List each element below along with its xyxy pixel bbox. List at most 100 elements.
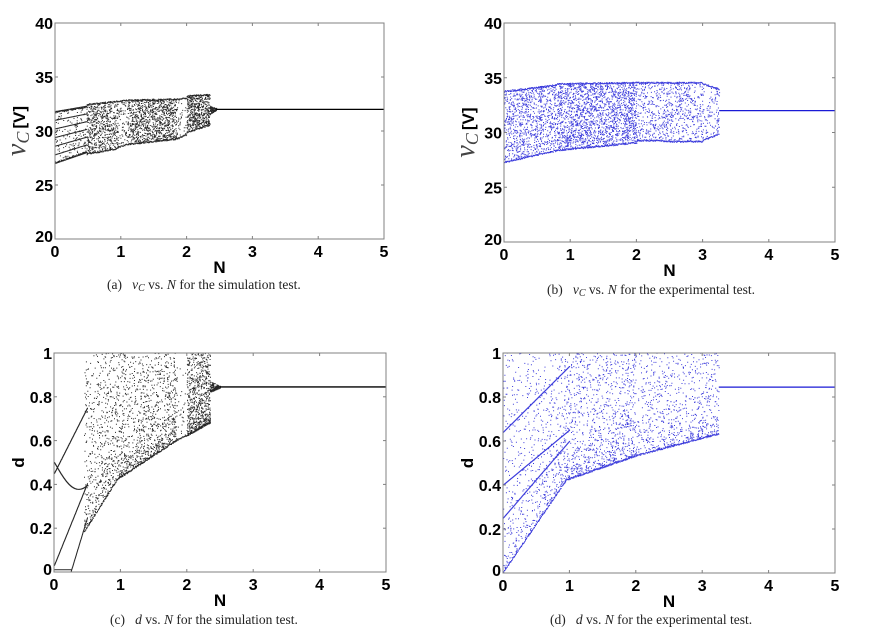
chart-a-xtick-label: 3 bbox=[248, 244, 257, 261]
chart-c-xtick-label: 2 bbox=[182, 577, 191, 594]
chart-b-points bbox=[504, 81, 721, 164]
caption-a-rest: for the simulation test. bbox=[179, 277, 301, 292]
caption-c-var: N bbox=[164, 612, 174, 627]
chart-d-ylabel-symbol: d bbox=[458, 458, 477, 468]
chart-d-ytick-label: 0.8 bbox=[479, 390, 501, 407]
caption-d-symbol: d bbox=[575, 612, 583, 627]
caption-c-rest: for the simulation test. bbox=[176, 612, 298, 627]
chart-a-ytick-label: 30 bbox=[35, 124, 53, 141]
chart-b-scatter-cloud bbox=[504, 81, 721, 164]
caption-b: (b) vC vs. N for the experimental test. bbox=[547, 282, 756, 299]
chart-d-xtick-label: 4 bbox=[764, 578, 773, 595]
caption-c-symbol: d bbox=[135, 612, 142, 627]
caption-d-var: N bbox=[604, 612, 614, 627]
chart-d-ytick-label: 1 bbox=[492, 346, 501, 363]
chart-b-ytick-label: 35 bbox=[484, 71, 502, 88]
chart-a-xtick-label: 2 bbox=[182, 244, 191, 261]
chart-a-ytick-label: 20 bbox=[35, 229, 53, 246]
chart-b-xlabel: N bbox=[663, 261, 675, 280]
chart-b-xtick-label: 4 bbox=[764, 247, 773, 264]
chart-a-ytick-label: 25 bbox=[35, 178, 53, 195]
chart-d-scatter-cloud bbox=[503, 352, 720, 573]
chart-c-ytick-label: 1 bbox=[43, 346, 52, 363]
caption-a-var: N bbox=[166, 277, 176, 292]
chart-b-ylabel-symbol: v bbox=[450, 145, 481, 158]
chart-d-xtick-label: 5 bbox=[831, 578, 840, 595]
chart-c-ytick-label: 0.8 bbox=[30, 390, 52, 407]
chart-c-xtick-label: 3 bbox=[249, 577, 258, 594]
chart-c-ytick-label: 0 bbox=[43, 562, 52, 579]
chart-d-ylabel: d bbox=[458, 458, 477, 468]
caption-c: (c) d vs. N for the simulation test. bbox=[110, 612, 298, 628]
chart-d-ytick-label: 0.2 bbox=[479, 522, 501, 539]
chart-c-ytick-label: 0.2 bbox=[30, 521, 52, 538]
chart-b-ylabel: vC [V] bbox=[450, 107, 482, 157]
caption-d: (d) d vs. N for the experimental test. bbox=[550, 612, 752, 628]
chart-d-axes-frame bbox=[502, 352, 836, 574]
chart-b-svg: 0 1 2 3 4 5 20 25 30 35 40 NvC [V] bbox=[450, 16, 840, 280]
caption-b-vs: vs. bbox=[588, 282, 605, 297]
chart-a-xtick-label: 5 bbox=[380, 244, 389, 261]
chart-d-ytick-label: 0.4 bbox=[479, 478, 501, 495]
chart-b-ytick-label: 20 bbox=[484, 232, 502, 249]
chart-b-ylabel-sub: C bbox=[462, 132, 482, 145]
chart-d-xtick-label: 2 bbox=[631, 578, 640, 595]
chart-c-ytick-label: 0.6 bbox=[30, 434, 52, 451]
chart-b-ytick-label: 40 bbox=[484, 16, 502, 33]
chart-b-xtick-label: 0 bbox=[500, 247, 509, 264]
caption-d-vs: vs. bbox=[586, 612, 602, 627]
chart-c-ytick-label: 0.4 bbox=[30, 477, 52, 494]
caption-a-vs: vs. bbox=[148, 277, 164, 292]
chart-c-xlabel: N bbox=[214, 591, 226, 610]
caption-a: (a) vC vs. N for the simulation test. bbox=[107, 277, 301, 294]
chart-c-ylabel-symbol: d bbox=[9, 457, 28, 467]
chart-d-xtick-label: 1 bbox=[565, 578, 574, 595]
caption-b-rest: for the experimental test. bbox=[620, 282, 756, 297]
chart-d-ytick-label: 0 bbox=[492, 563, 501, 580]
caption-a-symbol: v bbox=[132, 277, 139, 292]
chart-c-ylabel: d bbox=[9, 457, 28, 467]
chart-a-ytick-label: 35 bbox=[35, 70, 53, 87]
chart-a-ytick-label: 40 bbox=[35, 16, 53, 33]
chart-a-xtick-label: 1 bbox=[116, 244, 125, 261]
chart-c-svg: 0 1 2 3 4 5 0 0.2 0.4 0.6 0.8 1 Nd bbox=[9, 346, 391, 610]
chart-a-xtick-label: 4 bbox=[314, 244, 323, 261]
chart-d-ytick-label: 0.6 bbox=[479, 434, 501, 451]
chart-c-axes-frame bbox=[53, 352, 387, 573]
caption-b-subscript: C bbox=[578, 288, 586, 299]
caption-b-label: (b) bbox=[547, 282, 563, 297]
chart-c-xtick-label: 1 bbox=[116, 577, 125, 594]
chart-a-xlabel: N bbox=[213, 258, 225, 277]
chart-b-xtick-label: 1 bbox=[566, 247, 575, 264]
caption-d-label: (d) bbox=[550, 612, 566, 627]
chart-c-xtick-label: 4 bbox=[315, 577, 324, 594]
chart-a-scatter-cloud bbox=[55, 93, 218, 164]
chart-a-points bbox=[55, 93, 218, 164]
chart-d-xlabel: N bbox=[663, 592, 675, 611]
chart-a-ylabel-sub: C bbox=[13, 131, 33, 144]
chart-c-scatter-cloud bbox=[54, 352, 221, 573]
caption-d-rest: for the experimental test. bbox=[617, 612, 753, 627]
chart-b-xtick-label: 5 bbox=[831, 247, 840, 264]
caption-b-var: N bbox=[607, 282, 617, 297]
caption-a-label: (a) bbox=[107, 277, 122, 292]
chart-a-ylabel: vC [V] bbox=[1, 106, 33, 156]
chart-d-xtick-label: 0 bbox=[499, 578, 508, 595]
caption-a-subscript: C bbox=[138, 283, 145, 294]
chart-a-svg: 0 1 2 3 4 5 20 25 30 35 40 NvC [V] bbox=[1, 16, 389, 277]
caption-c-vs: vs. bbox=[145, 612, 161, 627]
caption-b-symbol: v bbox=[572, 282, 579, 297]
chart-c-xtick-label: 5 bbox=[382, 577, 391, 594]
chart-a-ylabel-symbol: v bbox=[1, 143, 32, 156]
chart-a-ylabel-unit: [V] bbox=[10, 106, 29, 129]
chart-c-xtick-label: 0 bbox=[50, 577, 59, 594]
chart-d-xtick-label: 3 bbox=[698, 578, 707, 595]
chart-b-xtick-label: 3 bbox=[698, 247, 707, 264]
chart-b-ytick-label: 30 bbox=[484, 126, 502, 143]
chart-d-points bbox=[503, 352, 720, 573]
chart-a-xtick-label: 0 bbox=[51, 244, 60, 261]
